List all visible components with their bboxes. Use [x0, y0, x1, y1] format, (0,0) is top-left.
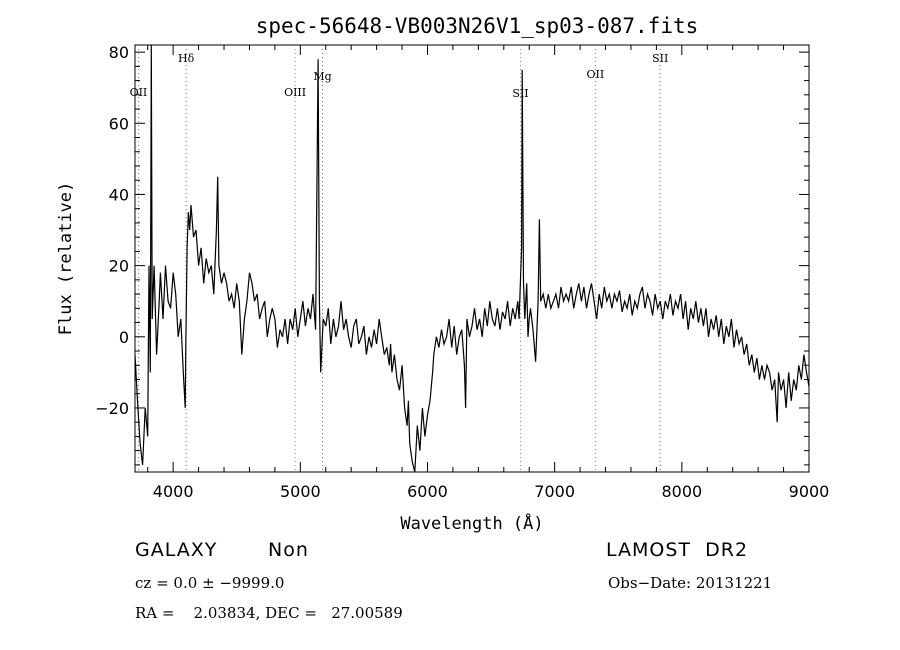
line-label: SII	[512, 87, 528, 100]
line-label: OII	[586, 68, 604, 81]
line-label: OII	[130, 86, 148, 99]
y-tick-label: 0	[119, 328, 129, 347]
coordinates-readout: RA = 2.03834, DEC = 27.00589	[135, 604, 403, 622]
redshift-readout: cz = 0.0 ± −9999.0	[135, 574, 285, 592]
x-tick-label: 7000	[534, 482, 575, 501]
spectrum-line	[134, 44, 810, 473]
x-tick-label: 9000	[789, 482, 830, 501]
x-tick-label: 6000	[407, 482, 448, 501]
x-tick-label: 8000	[661, 482, 702, 501]
y-tick-label: 80	[109, 43, 129, 62]
x-axis-label: Wavelength (Å)	[400, 512, 543, 534]
y-tick-label: 20	[109, 257, 129, 276]
chart-title: spec-56648-VB003N26V1_sp03-087.fits	[256, 14, 699, 38]
survey-label: LAMOST DR2	[606, 539, 749, 561]
y-axis-label: Flux (relative)	[56, 182, 76, 336]
plot-frame	[134, 44, 810, 473]
object-subclass: Non	[268, 539, 309, 561]
line-label: Hδ	[178, 52, 195, 65]
y-tick-label: 40	[109, 185, 129, 204]
line-label: OIII	[284, 86, 306, 99]
y-tick-label: 60	[109, 114, 129, 133]
y-tick-label: −20	[95, 399, 129, 418]
object-class: GALAXY	[135, 539, 218, 561]
line-label: Mg	[313, 70, 331, 83]
observation-date: Obs−Date: 20131221	[608, 574, 773, 592]
x-tick-label: 5000	[280, 482, 321, 501]
line-label: SII	[652, 52, 668, 65]
x-tick-label: 4000	[153, 482, 194, 501]
